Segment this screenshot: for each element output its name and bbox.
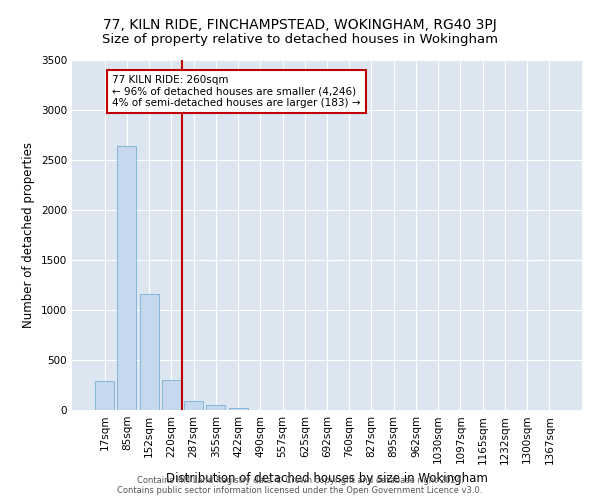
Bar [118,146,136,410]
Text: Size of property relative to detached houses in Wokingham: Size of property relative to detached ho… [102,32,498,46]
Bar [162,380,181,410]
Text: 77, KILN RIDE, FINCHAMPSTEAD, WOKINGHAM, RG40 3PJ: 77, KILN RIDE, FINCHAMPSTEAD, WOKINGHAM,… [103,18,497,32]
Bar [140,294,158,410]
Bar [229,408,248,410]
X-axis label: Distribution of detached houses by size in Wokingham: Distribution of detached houses by size … [166,472,488,485]
Bar [206,405,225,410]
Text: 77 KILN RIDE: 260sqm
← 96% of detached houses are smaller (4,246)
4% of semi-det: 77 KILN RIDE: 260sqm ← 96% of detached h… [112,75,361,108]
Bar [184,400,203,410]
Y-axis label: Number of detached properties: Number of detached properties [22,142,35,328]
Text: Contains HM Land Registry data © Crown copyright and database right 2024.
Contai: Contains HM Land Registry data © Crown c… [118,476,482,495]
Bar [95,381,114,410]
